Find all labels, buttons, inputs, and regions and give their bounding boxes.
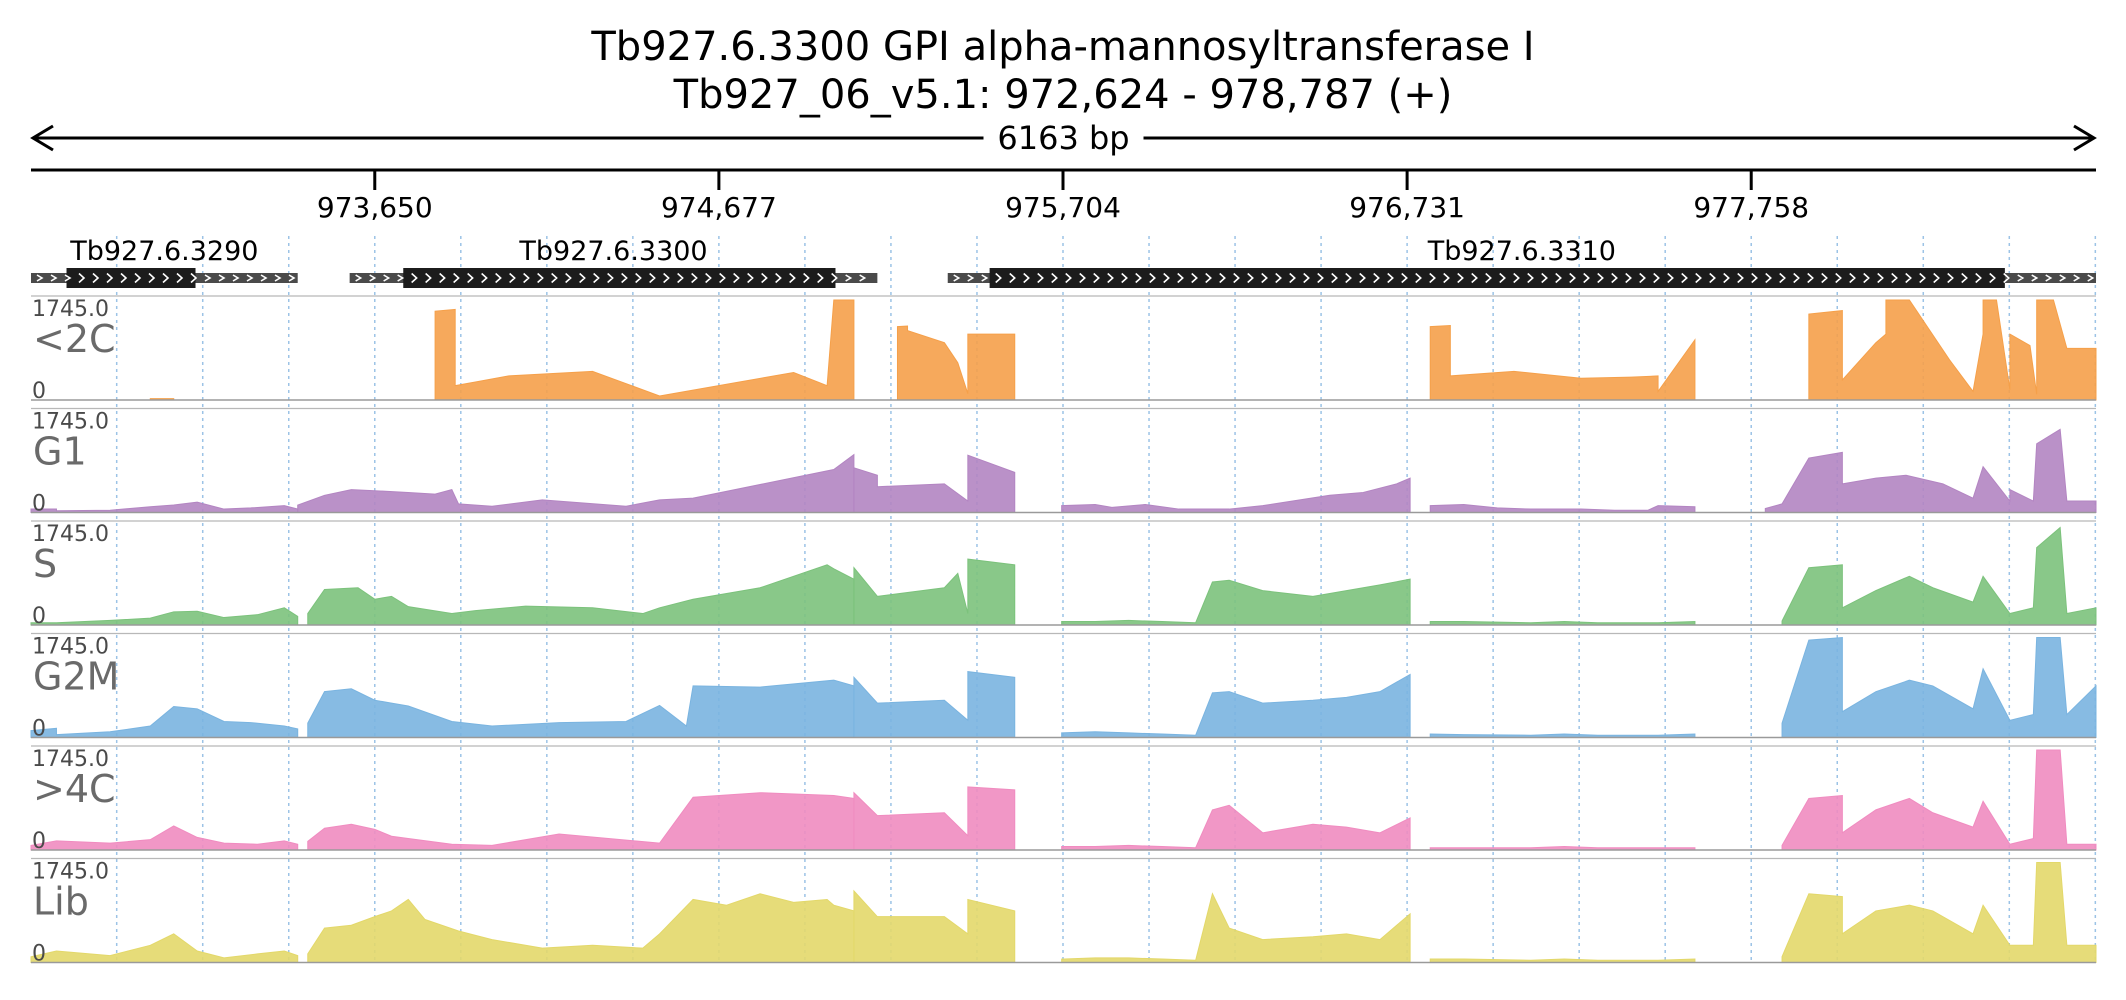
track-name: G1 [33, 430, 87, 474]
coverage-area [307, 564, 855, 626]
coverage-area [1061, 578, 1411, 626]
coverage-track: 1745.0 0 <2C [31, 295, 2097, 404]
track-name: >4C [33, 767, 116, 811]
coverage-area [1429, 324, 1696, 401]
coverage-area [1061, 477, 1411, 513]
track-ymax-label: 1745.0 [32, 860, 109, 885]
track-ymin-label: 0 [32, 829, 46, 854]
gene-label: Tb927.6.3300 [518, 236, 707, 267]
track-ymax-label: 1745.0 [32, 297, 109, 322]
coverage-area [434, 299, 855, 401]
coverage-track: 1745.0 0 >4C [30, 745, 2097, 854]
coverage-area [853, 786, 1016, 851]
gene-strand-arrows [953, 272, 2095, 284]
figure-subtitle: Tb927_06_v5.1: 972,624 - 978,787 (+) [673, 72, 1453, 118]
gene-cds [403, 268, 836, 288]
axis-tick-label: 973,650 [317, 191, 433, 224]
span-ruler: 6163 bp [30, 116, 2097, 160]
track-ymax-label: 1745.0 [32, 522, 109, 547]
gene-strand-arrows [36, 272, 296, 284]
coverage-area [297, 453, 855, 513]
span-label: 6163 bp [997, 119, 1129, 157]
coverage-area [1429, 958, 1696, 963]
coverage-area [1429, 846, 1696, 851]
coverage-area [1781, 636, 2097, 738]
track-ymin-label: 0 [32, 604, 46, 629]
span-arrow-left [30, 124, 54, 152]
coverage-track: 1745.0 0 G1 [30, 407, 2097, 517]
coverage-area [30, 607, 299, 626]
coverage-area [307, 679, 855, 738]
track-name: S [33, 542, 57, 586]
coverage-area [30, 825, 299, 851]
coverage-track: 1745.0 0 G2M [30, 632, 2097, 742]
axis-tick-label: 976,731 [1349, 191, 1465, 224]
coverage-area [30, 706, 299, 738]
coverage-area [1781, 862, 2097, 963]
coverage-area [1764, 428, 2097, 513]
coverage-track: 1745.0 0 S [30, 520, 2097, 629]
coverage-area [307, 893, 855, 963]
span-arrow-right [2073, 124, 2097, 152]
track-ymin-label: 0 [32, 717, 46, 742]
coverage-area [896, 325, 1016, 401]
gene-cds [989, 268, 2005, 288]
coverage-area [1429, 621, 1696, 626]
axis-tick-label: 975,704 [1005, 191, 1121, 224]
coverage-area [1061, 804, 1411, 851]
gene: Tb927.6.3310 [947, 236, 2096, 288]
coverage-area [30, 933, 299, 963]
axis-tick-label: 977,758 [1693, 191, 1809, 224]
span-label-bg [983, 116, 1144, 160]
track-name: <2C [33, 317, 116, 361]
track-ymin-label: 0 [32, 379, 46, 404]
coverage-tracks: 1745.00<2C1745.00G11745.00S1745.00G2M174… [30, 295, 2097, 967]
track-name: G2M [33, 655, 119, 699]
coverage-area [1061, 892, 1411, 963]
coverage-area [853, 671, 1016, 738]
track-ymax-label: 1745.0 [32, 635, 109, 660]
gene-track: Tb927.6.3290 Tb927.6.3300 Tb927.6.3310 [31, 236, 2096, 288]
coverage-area [1781, 526, 2097, 626]
coverage-area [1061, 673, 1411, 738]
gene: Tb927.6.3300 [349, 236, 878, 288]
axis-tick-label: 974,677 [661, 191, 777, 224]
gene-cds [66, 268, 196, 288]
coverage-area [1429, 733, 1696, 738]
figure-title: Tb927.6.3300 GPI alpha-mannosyltransfera… [590, 24, 1534, 70]
track-ymin-label: 0 [32, 492, 46, 517]
genomic-axis: 973,650 974,677 975,704 976,731 977,758 [31, 168, 2096, 224]
coverage-area [1808, 299, 2097, 401]
gene-strand-arrows [355, 272, 867, 284]
coverage-track: 1745.0 0 Lib [30, 857, 2097, 967]
track-ymax-label: 1745.0 [32, 410, 109, 435]
track-ymax-label: 1745.0 [32, 747, 109, 772]
coverage-area [307, 792, 855, 851]
track-ymin-label: 0 [32, 942, 46, 967]
gene-label: Tb927.6.3310 [1427, 236, 1616, 267]
coverage-area [853, 558, 1016, 626]
gene-label: Tb927.6.3290 [69, 236, 258, 267]
gene: Tb927.6.3290 [31, 236, 298, 288]
coverage-area [853, 454, 1016, 513]
coverage-area [1781, 749, 2097, 851]
coverage-area [853, 889, 1016, 963]
coverage-area [1429, 503, 1696, 513]
coverage-area [30, 501, 299, 513]
track-name: Lib [33, 880, 89, 924]
